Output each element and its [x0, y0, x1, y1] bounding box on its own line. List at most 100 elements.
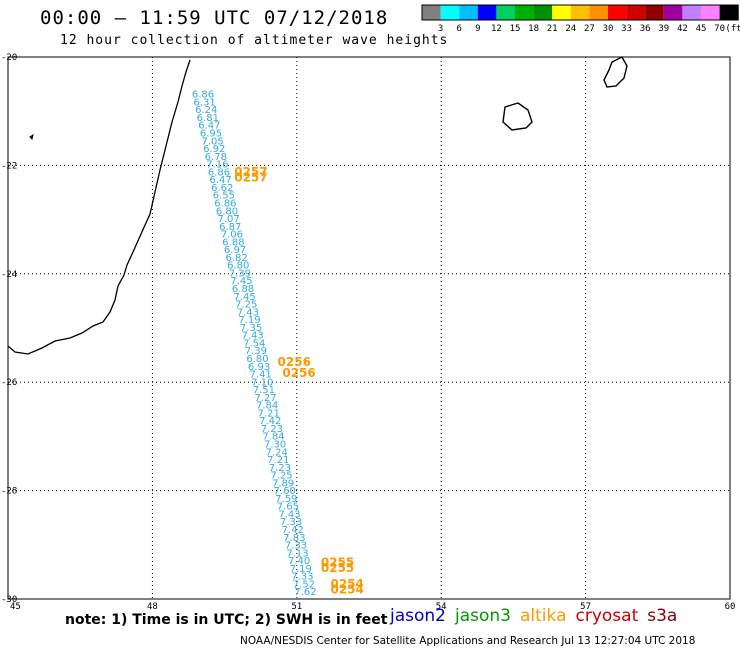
page-title: 00:00 – 11:59 UTC 07/12/2018 [40, 7, 389, 29]
wave-height-label: 7.21 [258, 408, 280, 419]
wave-height-label: 7.43 [237, 307, 259, 318]
credit-line: NOAA/NESDIS Center for Satellite Applica… [240, 635, 696, 647]
wave-height-label: 7.19 [238, 315, 260, 326]
wave-height-label: 7.13 [286, 548, 308, 559]
colorbar-border [421, 4, 739, 21]
colorbar-swatch [496, 5, 515, 20]
colorbar-unit-label: (ft) [725, 24, 740, 34]
wave-height-label: 7.89 [272, 478, 294, 489]
lon-tick-label: 48 [147, 602, 158, 612]
colorbar-swatch [515, 5, 534, 20]
lon-tick-label: 60 [725, 602, 736, 612]
wave-height-label: 7.41 [250, 370, 272, 381]
colorbar-swatch [459, 5, 478, 20]
wave-height-label: 7.39 [229, 268, 251, 279]
wave-height-label: 7.23 [261, 424, 283, 435]
wave-height-label: 6.92 [203, 144, 225, 155]
wave-height-label: 7.43 [278, 509, 300, 520]
wave-height-label: 7.24 [266, 447, 288, 458]
wave-height-label: 7.42 [259, 416, 281, 427]
satellite-legend-cryosat: cryosat [575, 606, 639, 626]
lat-tick-label: -30 [1, 595, 17, 605]
pass-time-label: 0255 [321, 555, 354, 569]
wave-height-label: 7.10 [251, 377, 273, 388]
wave-height-label: 6.47 [198, 121, 220, 132]
colorbar-swatch [608, 5, 627, 20]
wave-height-label: 7.16 [206, 160, 228, 171]
page-subtitle: 12 hour collection of altimeter wave hei… [60, 33, 449, 48]
wave-height-label: 6.81 [197, 113, 219, 124]
pass-time-label: 0257 [234, 171, 267, 185]
lat-tick-label: -26 [1, 378, 17, 388]
colorbar-swatch [477, 5, 497, 20]
pass-time-label: 0254 [330, 577, 363, 591]
wave-height-label: 6.80 [227, 261, 249, 272]
wave-height-label: 7.65 [277, 502, 299, 513]
colorbar-swatch [533, 5, 553, 20]
colorbar-tick-label: 36 [640, 24, 651, 34]
wave-height-label: 6.87 [219, 222, 241, 233]
wave-height-label: 7.23 [269, 463, 291, 474]
wave-height-label: 7.27 [254, 393, 276, 404]
wave-height-label: 7.43 [242, 331, 264, 342]
pass-time-label: 0257 [234, 165, 267, 179]
colorbar-swatch [570, 5, 590, 20]
colorbar-tick-label: 42 [677, 24, 688, 34]
wave-height-label: 7.05 [201, 136, 223, 147]
colorbar-tick-label: 27 [584, 24, 595, 34]
wave-height-label: 7.62 [294, 587, 316, 598]
colorbar-tick-label: 33 [621, 24, 632, 34]
wave-height-label: 7.30 [264, 439, 286, 450]
wave-height-label: 7.33 [280, 517, 302, 528]
colorbar-tick-label: 6 [456, 24, 461, 34]
wave-height-label: 7.45 [234, 292, 256, 303]
satellite-legend-altika: altika [520, 606, 567, 626]
map-frame [7, 56, 731, 600]
wave-height-label: 7.42 [282, 525, 304, 536]
mauritius-island [603, 56, 628, 88]
wave-height-label: 7.33 [291, 572, 313, 583]
wave-height-label: 7.19 [290, 564, 312, 575]
lat-tick-label: -22 [1, 161, 17, 171]
wave-height-label: 6.31 [193, 97, 215, 108]
lat-tick-label: -24 [1, 270, 17, 280]
reunion-island [502, 102, 533, 131]
wave-height-label: 6.88 [222, 237, 244, 248]
lon-tick-label: 54 [436, 602, 447, 612]
colorbar-tick-label: 70 [714, 24, 725, 34]
wave-height-label: 7.25 [235, 300, 257, 311]
wave-height-label: 6.86 [192, 90, 214, 101]
wave-height-label: 7.33 [285, 541, 307, 552]
wave-height-label: 6.55 [213, 191, 235, 202]
wave-height-label: 6.47 [209, 175, 231, 186]
pass-time-label: 0254 [330, 583, 363, 597]
wave-height-label: 7.83 [283, 533, 305, 544]
wave-height-label: 7.39 [245, 346, 267, 357]
wave-height-label: 7.25 [270, 471, 292, 482]
wave-height-label: 6.24 [195, 105, 217, 116]
colorbar-swatch [552, 5, 571, 20]
wave-height-label: 7.84 [262, 432, 284, 443]
colorbar-swatch [701, 5, 720, 20]
wave-height-label: 7.59 [275, 494, 297, 505]
colorbar-swatch [626, 5, 646, 20]
colorbar-tick-label: 3 [438, 24, 443, 34]
satellite-legend: jason2 jason3 altika cryosat s3a [390, 606, 686, 626]
wave-height-label: 7.40 [288, 556, 310, 567]
wave-height-label: 6.78 [205, 152, 227, 163]
wave-height-label: 7.52 [293, 579, 315, 590]
colorbar-swatch [422, 5, 441, 20]
colorbar-tick-label: 39 [658, 24, 669, 34]
colorbar-tick-label: 18 [528, 24, 539, 34]
madagascar-coastline [7, 59, 191, 355]
lat-tick-label: -28 [1, 487, 17, 497]
lon-tick-label: 57 [580, 602, 591, 612]
wave-height-label: 7.35 [240, 323, 262, 334]
satellite-legend-jason3: jason3 [455, 606, 511, 626]
wave-height-label: 6.95 [200, 129, 222, 140]
wave-height-label: 6.82 [226, 253, 248, 264]
wave-height-label: 6.86 [214, 198, 236, 209]
colorbar-tick-label: 45 [696, 24, 707, 34]
